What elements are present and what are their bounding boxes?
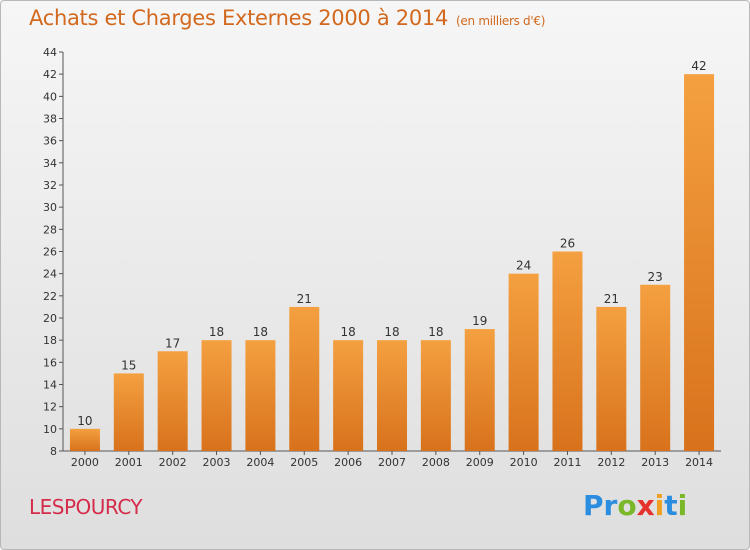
x-tick-label-2012: 2012 xyxy=(597,456,625,469)
x-tick-label-2004: 2004 xyxy=(246,456,274,469)
data-label-2010: 24 xyxy=(516,259,531,273)
y-tick-label: 16 xyxy=(43,356,57,369)
x-tick-label-2009: 2009 xyxy=(466,456,494,469)
logo-letter: t xyxy=(664,489,678,522)
x-tick-label-2001: 2001 xyxy=(115,456,143,469)
data-label-2013: 23 xyxy=(648,270,663,284)
data-label-2006: 18 xyxy=(340,325,355,339)
x-tick-label-2000: 2000 xyxy=(71,456,99,469)
y-tick-label: 10 xyxy=(43,423,57,436)
chart-title: Achats et Charges Externes 2000 à 2014 (e… xyxy=(29,6,545,30)
chart-bars: 10 15 17 18 18 21 18 18 18 19 24 26 21 23 42 xyxy=(69,59,715,452)
proxiti-logo[interactable]: Proxiti xyxy=(583,489,687,522)
logo-letter: i xyxy=(654,489,665,522)
y-tick-label: 34 xyxy=(43,157,57,170)
x-tick-label-2007: 2007 xyxy=(378,456,406,469)
chart-axes: 8 10 12 14 16 18 20 22 24 26 28 30 32 34 36 38 40 42 44 200… xyxy=(43,46,721,469)
bar-2014 xyxy=(684,74,715,452)
bar-2003 xyxy=(201,340,232,451)
bar-2007 xyxy=(377,340,407,451)
y-tick-label: 12 xyxy=(43,401,57,414)
x-tick-label-2002: 2002 xyxy=(159,456,187,469)
y-tick-label: 30 xyxy=(43,201,57,214)
chart-title-text: Achats et Charges Externes 2000 à 2014 xyxy=(29,6,449,30)
data-label-2003: 18 xyxy=(209,325,224,339)
x-tick-label-2005: 2005 xyxy=(290,456,318,469)
bar-2010 xyxy=(508,273,539,451)
x-tick-label-2011: 2011 xyxy=(553,456,581,469)
data-label-2014: 42 xyxy=(691,59,706,73)
y-tick-label: 22 xyxy=(43,290,57,303)
bar-2000 xyxy=(69,428,100,451)
logo-letter: r xyxy=(603,489,618,522)
data-label-2009: 19 xyxy=(472,314,487,328)
data-label-2001: 15 xyxy=(121,358,136,372)
bar-2011 xyxy=(552,251,583,451)
x-tick-label-2003: 2003 xyxy=(203,456,231,469)
bar-2012 xyxy=(596,306,627,451)
bar-2001 xyxy=(113,373,144,451)
bar-2002 xyxy=(157,351,188,451)
data-label-2000: 10 xyxy=(77,414,92,428)
x-tick-label-2014: 2014 xyxy=(685,456,713,469)
data-label-2002: 17 xyxy=(165,336,180,350)
y-tick-label: 32 xyxy=(43,179,57,192)
logo-letter: P xyxy=(583,489,604,522)
x-tick-label-2008: 2008 xyxy=(422,456,450,469)
data-label-2008: 18 xyxy=(428,325,443,339)
y-tick-label: 26 xyxy=(43,246,57,259)
bar-2006 xyxy=(333,340,364,451)
x-tick-label-2006: 2006 xyxy=(334,456,362,469)
y-tick-label: 40 xyxy=(43,90,57,103)
y-tick-label: 42 xyxy=(43,68,57,81)
y-tick-label: 18 xyxy=(43,334,57,347)
bar-2009 xyxy=(464,329,495,451)
y-tick-label: 8 xyxy=(50,445,57,458)
y-tick-label: 14 xyxy=(43,379,57,392)
y-tick-label: 36 xyxy=(43,135,57,148)
y-tick-label: 38 xyxy=(43,113,57,126)
bar-2008 xyxy=(420,340,451,451)
data-label-2004: 18 xyxy=(253,325,268,339)
logo-letter: o xyxy=(617,489,637,522)
data-label-2005: 21 xyxy=(297,292,312,306)
y-tick-label: 24 xyxy=(43,268,57,281)
bar-2004 xyxy=(245,340,276,451)
data-label-2007: 18 xyxy=(384,325,399,339)
data-label-2011: 26 xyxy=(560,237,575,251)
bar-2013 xyxy=(640,284,671,451)
commune-name: LESPOURCY xyxy=(29,495,143,519)
y-tick-label: 44 xyxy=(43,46,57,59)
logo-letter: x xyxy=(636,489,655,522)
chart-subtitle: (en milliers d'€) xyxy=(456,14,546,28)
bar-2005 xyxy=(289,306,320,451)
y-tick-label: 28 xyxy=(43,223,57,236)
logo-letter: i xyxy=(677,489,688,522)
x-tick-label-2013: 2013 xyxy=(641,456,669,469)
x-tick-label-2010: 2010 xyxy=(510,456,538,469)
y-tick-label: 20 xyxy=(43,312,57,325)
data-label-2012: 21 xyxy=(604,292,619,306)
